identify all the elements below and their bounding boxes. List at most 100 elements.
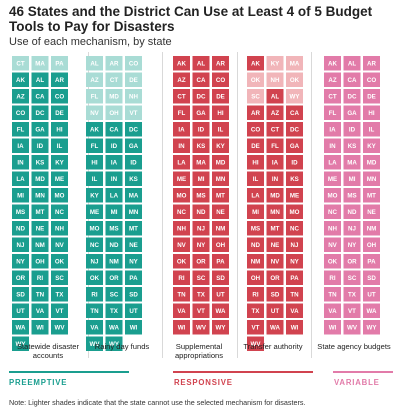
state-tile-agency-ks: KS [343, 138, 361, 153]
state-tile-statewide-mi: MI [12, 188, 29, 203]
state-tile-label: SD [129, 291, 138, 298]
state-tile-rainyday-nv: NV [86, 105, 103, 120]
state-tile-label: NJ [197, 225, 205, 232]
state-tile-box [286, 287, 303, 302]
state-tile-statewide-ky: KY [51, 155, 68, 170]
state-tile-statewide-tn: TN [31, 287, 49, 302]
state-tile-label: MS [16, 209, 25, 216]
state-tile-agency-wa: WA [363, 303, 380, 318]
state-tile-transfer-va: VA [286, 303, 303, 318]
state-tile-rainyday-me: ME [86, 204, 103, 219]
state-tile-box [247, 237, 264, 252]
state-tile-transfer-ga: GA [286, 138, 303, 153]
state-tile-label: ME [177, 176, 186, 183]
state-tile-box [363, 56, 380, 71]
state-tile-box [105, 105, 123, 120]
state-tile-agency-tx: TX [343, 287, 361, 302]
state-tile-label: LA [110, 192, 119, 199]
state-tile-label: GA [35, 126, 45, 133]
state-tile-label: TX [56, 291, 65, 298]
state-tile-label: IL [218, 126, 224, 133]
state-tile-statewide-ct: CT [12, 56, 29, 71]
state-tile-box [343, 188, 361, 203]
state-tile-transfer-ak: AK [247, 56, 264, 71]
state-tile-label: NM [216, 225, 226, 232]
state-tile-box [173, 122, 190, 137]
state-tile-box [343, 138, 361, 153]
state-tile-label: NE [271, 242, 280, 249]
state-tile-rainyday-oh: OH [105, 105, 123, 120]
state-tile-box [266, 171, 284, 186]
state-tile-rainyday-nj: NJ [86, 254, 103, 269]
state-tile-label: CA [36, 93, 45, 100]
state-tile-statewide-oh: OH [31, 254, 49, 269]
state-tile-label: IL [369, 126, 375, 133]
state-tile-box [343, 155, 361, 170]
state-tile-box [363, 270, 380, 285]
state-tile-transfer-hi: HI [247, 155, 264, 170]
state-tile-statewide-nv: NV [51, 237, 68, 252]
state-tile-agency-ma: MA [343, 155, 361, 170]
state-tile-statewide-ms: MS [12, 204, 29, 219]
state-tile-label: DC [197, 93, 206, 100]
state-tile-agency-nj: NJ [343, 221, 361, 236]
state-tile-rainyday-co: CO [125, 56, 142, 71]
state-tile-label: AK [328, 60, 337, 67]
state-tile-box [247, 72, 264, 87]
column-label-agency: State agency budgets [317, 342, 391, 351]
state-tile-box [266, 287, 284, 302]
state-tile-label: NE [367, 209, 376, 216]
state-tile-label: IL [92, 176, 98, 183]
state-tile-box [31, 171, 49, 186]
state-tile-statewide-ca: CA [31, 89, 49, 104]
state-tile-box [105, 336, 123, 351]
state-tile-agency-ri: RI [324, 270, 341, 285]
state-tile-label: SC [110, 291, 119, 298]
state-tile-box [286, 221, 303, 236]
state-tile-label: NC [328, 209, 337, 216]
state-tile-agency-co: CO [363, 72, 380, 87]
state-tile-agency-or: OR [343, 254, 361, 269]
state-tile-box [86, 287, 103, 302]
state-tile-label: IN [17, 159, 24, 166]
state-tile-label: WI [178, 324, 186, 331]
state-tile-label: KS [290, 176, 299, 183]
state-tile-transfer-ks: KS [286, 171, 303, 186]
state-tile-rainyday-sd: SD [125, 287, 142, 302]
state-tile-box [12, 155, 29, 170]
state-tile-box [173, 72, 190, 87]
state-tile-box [247, 138, 264, 153]
state-tile-supplemental-oh: OH [212, 237, 229, 252]
state-tile-label: GA [347, 110, 357, 117]
state-tile-box [324, 138, 341, 153]
state-tile-box [125, 122, 142, 137]
state-tile-label: DC [348, 93, 357, 100]
state-tile-box [105, 56, 123, 71]
state-tile-label: CA [197, 77, 206, 84]
state-tile-label: ND [110, 242, 119, 249]
state-tile-label: MS [196, 192, 205, 199]
state-tile-label: NH [328, 225, 337, 232]
state-tile-box [51, 254, 68, 269]
state-tile-agency-va: VA [324, 303, 341, 318]
state-tile-box [247, 56, 264, 71]
state-tile-label: DC [36, 110, 45, 117]
state-tile-box [363, 122, 380, 137]
state-tile-label: MO [90, 225, 100, 232]
state-tile-transfer-tn: TN [286, 287, 303, 302]
state-tile-box [51, 221, 68, 236]
state-tile-rainyday-ny: NY [125, 254, 142, 269]
column-label-transfer: Transfer authority [243, 342, 303, 351]
state-tile-agency-mn: MN [363, 171, 380, 186]
state-tile-label: AR [216, 60, 225, 67]
state-tile-transfer-sd: SD [266, 287, 284, 302]
state-tile-label: CO [55, 93, 64, 100]
state-tile-label: ND [251, 242, 260, 249]
state-tile-label: AL [36, 77, 44, 84]
state-tile-box [86, 320, 103, 335]
state-tile-agency-hi: HI [363, 105, 380, 120]
state-tile-box [105, 72, 123, 87]
state-tile-label: CT [328, 93, 336, 100]
state-tile-label: KS [197, 143, 206, 150]
state-tile-label: CO [16, 110, 25, 117]
